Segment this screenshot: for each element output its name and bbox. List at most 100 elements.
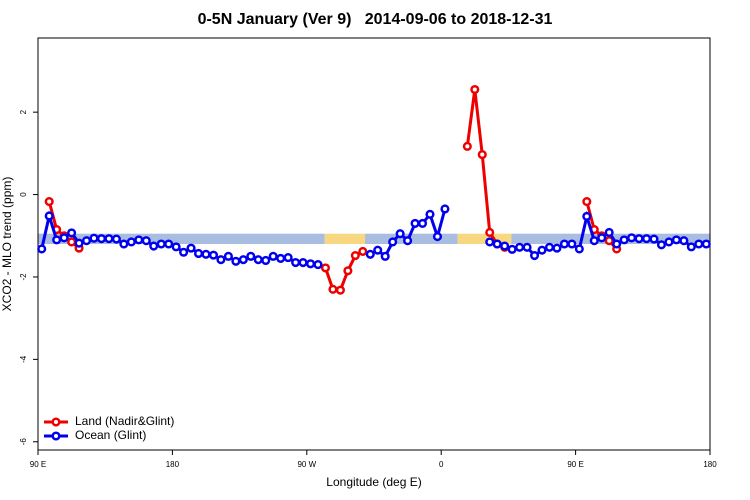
point	[134, 235, 144, 245]
point	[186, 243, 196, 253]
point	[582, 211, 592, 221]
x-tick-label: 180	[703, 460, 717, 469]
point	[291, 257, 301, 268]
point	[96, 234, 107, 244]
point	[141, 236, 151, 246]
band	[457, 233, 512, 244]
point	[507, 244, 517, 254]
point	[283, 253, 293, 263]
point	[537, 245, 547, 255]
point	[492, 239, 502, 249]
point	[589, 236, 599, 246]
point	[320, 263, 331, 273]
point	[44, 211, 54, 221]
point	[477, 150, 487, 160]
point	[335, 285, 345, 295]
x-axis-label: Longitude (deg E)	[326, 475, 421, 489]
point	[328, 284, 338, 294]
point	[500, 241, 510, 251]
point	[403, 236, 413, 246]
chart-title: 0-5N January (Ver 9) 2014-09-06 to 2018-…	[198, 11, 553, 28]
point	[582, 197, 592, 207]
point	[410, 218, 420, 228]
point	[231, 256, 241, 266]
point	[440, 204, 450, 214]
x-tick-label: 90 W	[297, 460, 316, 469]
legend-marker	[51, 431, 61, 441]
point	[238, 255, 248, 265]
point	[515, 242, 525, 252]
point	[574, 244, 584, 254]
x-tick-label: 90 E	[30, 460, 46, 469]
point	[365, 249, 375, 259]
point	[686, 242, 696, 252]
point	[522, 242, 532, 252]
y-tick-label: -4	[19, 355, 28, 363]
point	[216, 255, 226, 265]
point	[276, 253, 286, 263]
point	[529, 250, 540, 261]
point	[179, 247, 189, 257]
legend-label: Land (Nadir&Glint)	[75, 414, 174, 428]
point	[350, 250, 360, 261]
point	[261, 255, 271, 266]
point	[388, 237, 398, 247]
point	[485, 227, 495, 238]
point	[59, 233, 69, 243]
point	[373, 245, 383, 255]
point	[395, 229, 405, 239]
band	[324, 233, 366, 244]
legend-label: Ocean (Glint)	[75, 428, 146, 442]
point	[358, 246, 368, 256]
point	[298, 257, 308, 268]
point	[671, 235, 681, 245]
legend-marker	[51, 417, 61, 427]
point	[432, 232, 443, 242]
y-tick-label: 2	[19, 109, 28, 114]
y-tick-label: -6	[19, 438, 28, 446]
band	[38, 233, 325, 244]
point	[37, 244, 47, 254]
point	[649, 234, 659, 244]
point	[380, 251, 390, 261]
y-axis-label: XCO2 - MLO trend (ppm)	[0, 177, 14, 312]
point	[462, 141, 472, 151]
point	[417, 218, 428, 228]
point	[485, 237, 495, 247]
point	[156, 239, 166, 249]
point	[544, 242, 555, 252]
point	[223, 251, 233, 261]
point	[126, 237, 136, 247]
point	[193, 248, 204, 259]
point	[604, 227, 614, 238]
y-tick-label: -2	[19, 273, 28, 281]
point	[634, 234, 644, 244]
point	[612, 239, 622, 249]
point	[627, 233, 637, 243]
point	[89, 233, 99, 243]
point	[208, 250, 219, 260]
point	[171, 242, 181, 252]
point	[119, 239, 129, 249]
point	[111, 234, 121, 244]
point	[694, 239, 704, 249]
point	[679, 236, 689, 246]
point	[425, 209, 435, 219]
point	[604, 236, 614, 246]
point	[253, 255, 263, 265]
x-tick-label: 180	[166, 460, 180, 469]
point	[470, 84, 480, 95]
point	[656, 240, 667, 250]
point	[343, 266, 353, 276]
point	[597, 233, 607, 243]
point	[664, 237, 674, 247]
point	[67, 228, 77, 238]
point	[104, 234, 114, 244]
series-line	[47, 89, 618, 292]
point	[52, 235, 62, 245]
point	[552, 243, 562, 253]
point	[641, 234, 652, 244]
point	[74, 238, 84, 248]
point	[67, 237, 77, 247]
